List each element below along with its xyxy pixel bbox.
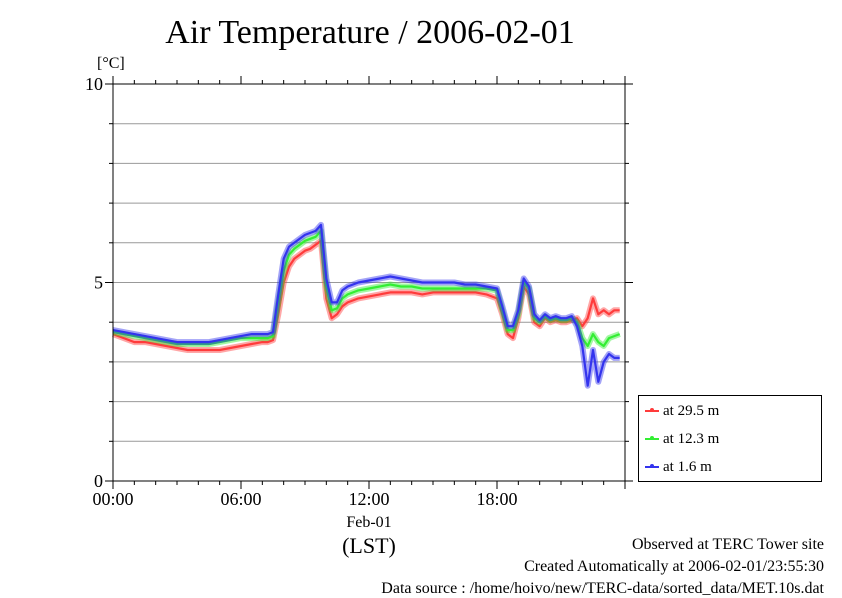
chart-title: Air Temperature / 2006-02-01 [165, 14, 575, 51]
x-tick-label: 18:00 [476, 489, 517, 509]
y-tick-label: 10 [85, 74, 103, 94]
x-axis: 00:00 06:00 12:00 18:00 [92, 76, 626, 509]
legend-swatch-1-6m [645, 464, 659, 468]
footer-created: Created Automatically at 2006-02-01/23:5… [524, 558, 824, 575]
footer-source: Data source : /home/hoivo/new/TERC-data/… [381, 580, 824, 597]
legend-label: at 1.6 m [663, 458, 712, 475]
x-tick-label: 00:00 [92, 489, 133, 509]
legend-label: at 12.3 m [663, 430, 720, 447]
series-line-0 [112, 239, 620, 352]
legend: at 29.5 m at 12.3 m at 1.6 m [638, 395, 822, 482]
x-tick-label: 12:00 [348, 489, 389, 509]
legend-item: at 29.5 m [645, 402, 719, 420]
y-tick-label: 5 [94, 273, 103, 293]
series-lines [111, 221, 621, 389]
grid-lines [113, 123, 625, 442]
footer-site: Observed at TERC Tower site [631, 536, 824, 553]
series-band-0 [111, 237, 620, 353]
y-unit-label: [°C] [97, 55, 125, 72]
legend-item: at 12.3 m [645, 430, 719, 448]
y-axis: 0 5 10 [85, 74, 633, 491]
legend-swatch-29-5m [645, 408, 659, 412]
x-date-label: Feb-01 [346, 514, 391, 531]
x-tick-label: 06:00 [220, 489, 261, 509]
legend-label: at 29.5 m [663, 402, 720, 419]
legend-swatch-12-3m [645, 436, 659, 440]
y-tick-label: 0 [94, 471, 103, 491]
x-axis-label: (LST) [342, 533, 396, 558]
legend-item: at 1.6 m [645, 458, 712, 476]
series-line-1 [112, 229, 621, 348]
series-line-2 [112, 223, 620, 387]
